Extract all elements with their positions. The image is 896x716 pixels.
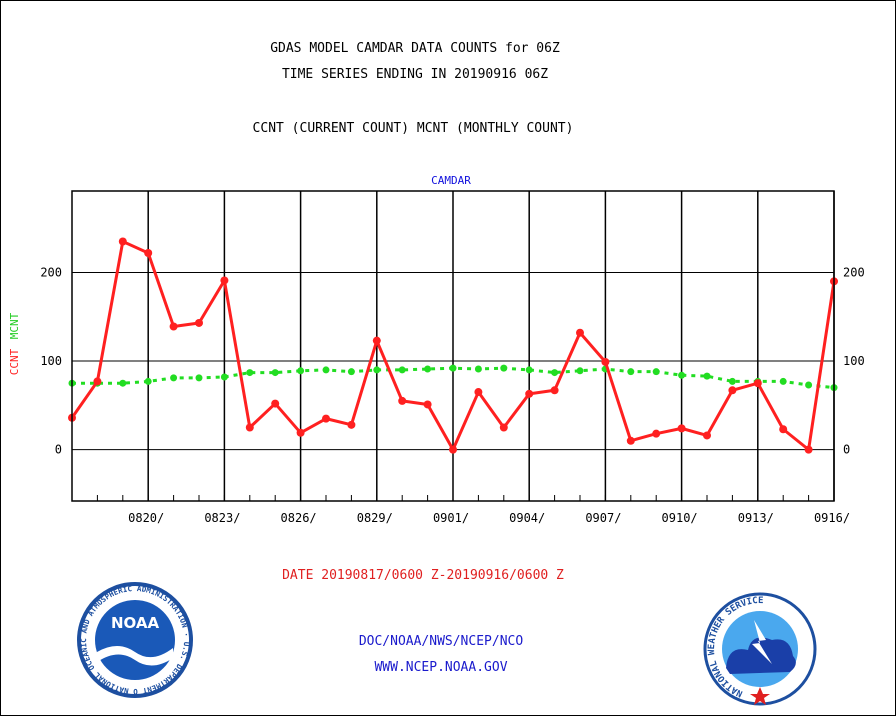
data-point-ccnt bbox=[550, 386, 559, 395]
data-point-mcnt bbox=[779, 377, 787, 385]
data-point-mcnt bbox=[449, 364, 457, 372]
data-point-mcnt bbox=[703, 372, 711, 380]
data-point-mcnt bbox=[195, 374, 203, 382]
data-point-ccnt bbox=[804, 445, 813, 454]
x-tick-label: 0910/ bbox=[662, 511, 698, 525]
data-point-ccnt bbox=[322, 414, 330, 423]
data-point-ccnt bbox=[144, 249, 153, 257]
x-tick-label: 0916/ bbox=[814, 511, 850, 525]
data-point-mcnt bbox=[652, 368, 660, 376]
noaa-bird-icon bbox=[97, 646, 173, 666]
data-point-ccnt bbox=[398, 396, 407, 405]
y-tick-label-left: 0 bbox=[55, 443, 62, 457]
ylabel-mcnt: MCNT bbox=[8, 312, 21, 339]
data-point-ccnt bbox=[195, 318, 203, 327]
data-point-mcnt bbox=[297, 367, 305, 375]
data-point-ccnt bbox=[449, 445, 457, 454]
data-point-mcnt bbox=[627, 368, 635, 376]
data-point-mcnt bbox=[144, 377, 152, 385]
noaa-logo-text: NOAA bbox=[111, 614, 160, 632]
chart-subtitle: CCNT (CURRENT COUNT) MCNT (MONTHLY COUNT… bbox=[253, 121, 574, 136]
data-point-ccnt bbox=[93, 377, 102, 386]
x-tick-label: 0907/ bbox=[585, 511, 621, 525]
nws-cloud-icon bbox=[726, 637, 796, 674]
data-point-mcnt bbox=[500, 364, 508, 372]
data-point-ccnt bbox=[525, 389, 534, 398]
plot-frame bbox=[71, 190, 835, 502]
y-tick-label-left: 200 bbox=[40, 265, 62, 279]
data-point-mcnt bbox=[373, 366, 381, 374]
data-point-ccnt bbox=[347, 420, 356, 429]
data-point-mcnt bbox=[728, 377, 736, 385]
data-point-ccnt bbox=[753, 379, 762, 388]
x-tick-label: 0820/ bbox=[128, 511, 164, 525]
y-tick-label-right: 0 bbox=[843, 443, 850, 457]
data-point-ccnt bbox=[372, 336, 381, 345]
tick-layer: 0 0 100 100 200 200 0820/0823/0826/0829/0901/0… bbox=[40, 265, 864, 525]
url-link[interactable]: WWW.NCEP.NOAA.GOV bbox=[374, 660, 507, 675]
x-tick-label: 0823/ bbox=[204, 511, 240, 525]
data-point-ccnt bbox=[296, 428, 305, 437]
data-point-mcnt bbox=[678, 371, 686, 379]
data-point-mcnt bbox=[271, 369, 279, 377]
data-point-mcnt bbox=[170, 374, 178, 382]
nws-lightning-icon bbox=[752, 620, 772, 664]
y-tick-label-right: 100 bbox=[843, 354, 865, 368]
data-point-mcnt bbox=[322, 366, 330, 374]
data-point-ccnt bbox=[677, 424, 686, 433]
data-point-ccnt bbox=[728, 386, 737, 395]
x-tick-label: 0826/ bbox=[281, 511, 317, 525]
panel-title: CAMDAR bbox=[431, 174, 471, 187]
data-point-mcnt bbox=[220, 373, 228, 381]
org-label: DOC/NOAA/NWS/NCEP/NCO bbox=[359, 634, 524, 649]
y-tick-label-left: 100 bbox=[40, 354, 62, 368]
data-point-mcnt bbox=[424, 365, 432, 373]
data-point-ccnt bbox=[220, 276, 229, 285]
data-point-ccnt bbox=[626, 436, 635, 445]
data-point-ccnt bbox=[271, 399, 280, 408]
x-tick-label: 0904/ bbox=[509, 511, 545, 525]
date-range-label: DATE 20190817/0600 Z-20190916/0600 Z bbox=[282, 568, 564, 583]
data-point-ccnt bbox=[652, 429, 661, 438]
x-tick-label: 0901/ bbox=[433, 511, 469, 525]
noaa-inner-disc bbox=[95, 600, 175, 680]
data-point-mcnt bbox=[347, 368, 355, 376]
data-point-mcnt bbox=[119, 379, 127, 387]
data-point-mcnt bbox=[474, 365, 482, 373]
data-point-ccnt bbox=[601, 357, 610, 366]
data-point-ccnt bbox=[474, 388, 483, 397]
data-point-mcnt bbox=[551, 369, 559, 377]
x-tick-label: 0829/ bbox=[357, 511, 393, 525]
nws-star-icon bbox=[750, 687, 770, 705]
data-point-ccnt bbox=[423, 400, 432, 409]
chart-title-line1: GDAS MODEL CAMDAR DATA COUNTS for 06Z bbox=[270, 41, 560, 56]
data-point-mcnt bbox=[805, 381, 813, 389]
data-point-ccnt bbox=[499, 423, 508, 432]
data-point-ccnt bbox=[703, 431, 711, 440]
y-tick-label-right: 200 bbox=[843, 265, 865, 279]
grid-layer bbox=[72, 191, 835, 501]
data-point-ccnt bbox=[245, 423, 254, 432]
nws-logo: NATIONAL WEATHER SERVICE bbox=[703, 592, 817, 706]
data-point-mcnt bbox=[398, 366, 406, 374]
data-point-mcnt bbox=[246, 369, 254, 377]
data-point-ccnt bbox=[779, 425, 788, 434]
x-tick-label: 0913/ bbox=[738, 511, 774, 525]
ylabel-ccnt: CCNT bbox=[8, 348, 21, 375]
data-point-mcnt bbox=[576, 367, 584, 375]
data-point-ccnt bbox=[118, 237, 127, 246]
data-point-ccnt bbox=[169, 322, 178, 331]
data-point-ccnt bbox=[576, 328, 584, 337]
chart-title-line2: TIME SERIES ENDING IN 20190916 06Z bbox=[282, 67, 548, 82]
data-point-mcnt bbox=[525, 366, 533, 374]
